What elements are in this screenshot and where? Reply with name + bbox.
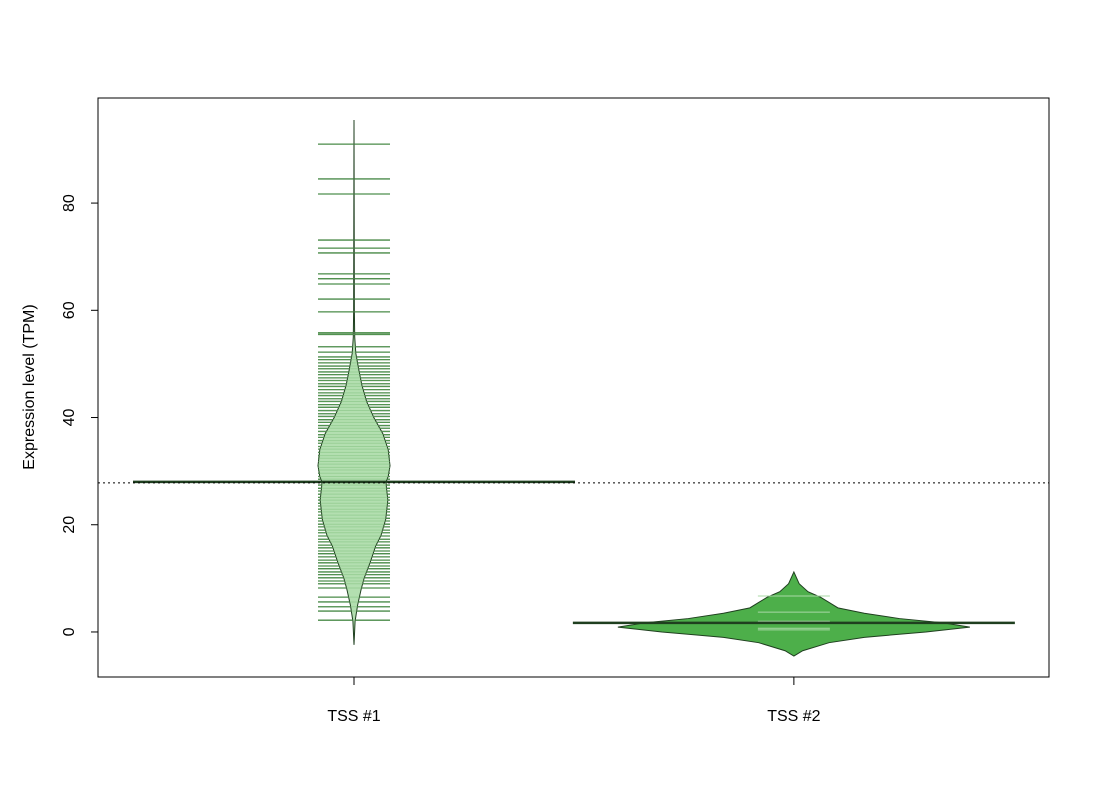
y-tick-label: 20 [61,516,78,534]
y-axis: 0 20 40 60 80 [61,194,99,636]
y-tick-label: 80 [61,194,78,212]
bean-density-shape [617,570,970,657]
x-tick-label: TSS #1 [327,708,380,725]
y-tick-label: 0 [61,627,78,636]
bean-1 [133,119,576,645]
y-tick-label: 40 [61,409,78,427]
y-axis-label: Expression level (TPM) [21,304,38,469]
bean-density-shape [317,119,391,645]
bean-2 [572,570,1015,657]
plot-frame [97,97,1050,678]
y-tick-label: 60 [61,301,78,319]
beans-layer [133,119,1015,657]
x-axis: TSS #1 TSS #2 [327,677,821,725]
x-tick-label: TSS #2 [767,708,820,725]
